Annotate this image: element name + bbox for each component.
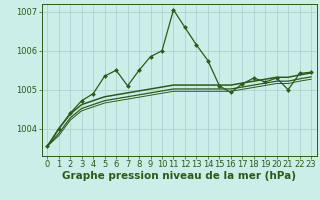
X-axis label: Graphe pression niveau de la mer (hPa): Graphe pression niveau de la mer (hPa)	[62, 171, 296, 181]
